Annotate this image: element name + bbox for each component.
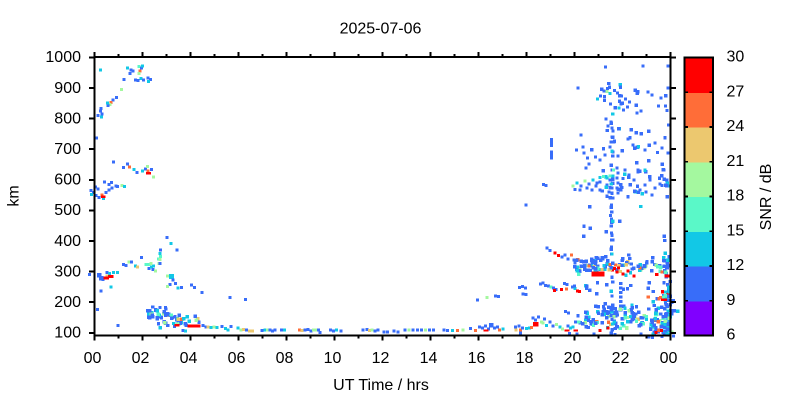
svg-text:04: 04 — [180, 350, 198, 367]
svg-text:900: 900 — [54, 80, 81, 97]
svg-text:18: 18 — [727, 188, 745, 205]
svg-text:200: 200 — [54, 294, 81, 311]
svg-text:15: 15 — [727, 222, 745, 239]
svg-text:30: 30 — [727, 49, 745, 66]
svg-text:00: 00 — [660, 350, 678, 367]
svg-text:02: 02 — [132, 350, 150, 367]
svg-text:600: 600 — [54, 172, 81, 189]
svg-text:UT Time / hrs: UT Time / hrs — [333, 377, 429, 394]
svg-text:km: km — [5, 185, 22, 206]
svg-text:100: 100 — [54, 325, 81, 342]
svg-text:2025-07-06: 2025-07-06 — [340, 21, 422, 38]
svg-text:22: 22 — [612, 350, 630, 367]
svg-text:12: 12 — [727, 257, 745, 274]
svg-text:500: 500 — [54, 202, 81, 219]
svg-text:800: 800 — [54, 110, 81, 127]
svg-text:400: 400 — [54, 233, 81, 250]
svg-text:20: 20 — [564, 350, 582, 367]
svg-text:10: 10 — [324, 350, 342, 367]
svg-text:18: 18 — [516, 350, 534, 367]
svg-text:9: 9 — [727, 292, 736, 309]
svg-text:21: 21 — [727, 153, 745, 170]
svg-text:16: 16 — [468, 350, 486, 367]
svg-text:00: 00 — [84, 350, 102, 367]
svg-text:27: 27 — [727, 84, 745, 101]
svg-text:6: 6 — [727, 327, 736, 344]
svg-text:SNR / dB: SNR / dB — [758, 164, 775, 231]
svg-text:700: 700 — [54, 141, 81, 158]
svg-text:14: 14 — [420, 350, 438, 367]
svg-text:300: 300 — [54, 263, 81, 280]
svg-text:08: 08 — [276, 350, 294, 367]
svg-text:06: 06 — [228, 350, 246, 367]
svg-text:12: 12 — [372, 350, 390, 367]
svg-text:1000: 1000 — [45, 49, 81, 66]
svg-text:24: 24 — [727, 118, 745, 135]
